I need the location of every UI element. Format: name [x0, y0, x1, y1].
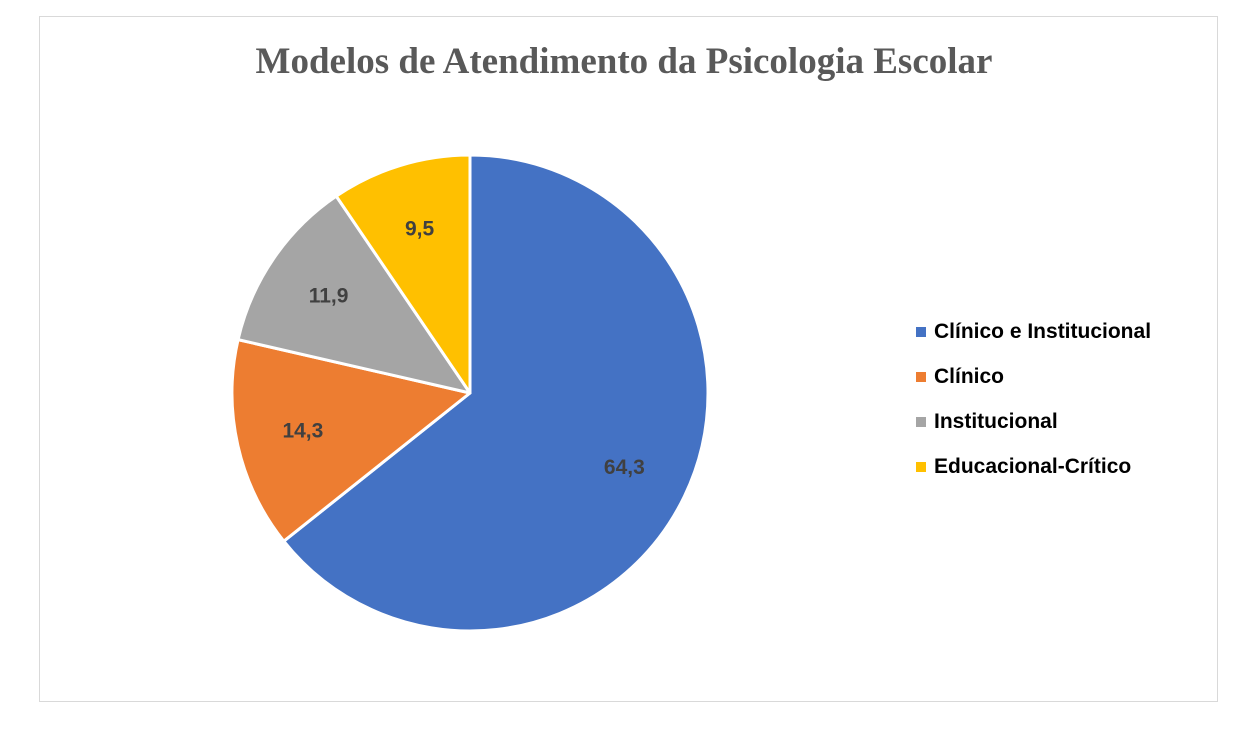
data-label-clinico: 14,3	[282, 419, 323, 442]
legend-item-educacional-critico: Educacional-Crítico	[916, 444, 1151, 489]
pie-data-labels: 64,3 14,3 11,9 9,5	[282, 218, 644, 479]
pie-slice-institucional	[236, 194, 472, 395]
pie-slice-clinico-e-institucional	[282, 153, 710, 633]
data-label-educacional-critico: 9,5	[405, 218, 435, 241]
pie-slice-clinico	[230, 338, 472, 543]
chart-title: Modelos de Atendimento da Psicologia Esc…	[255, 41, 993, 82]
legend-swatch	[916, 326, 926, 337]
legend-swatch	[916, 461, 926, 472]
legend-label: Institucional	[934, 409, 1058, 433]
legend-item-clinico-e-institucional: Clínico e Institucional	[916, 309, 1151, 354]
legend-swatch	[916, 416, 926, 427]
legend-item-clinico: Clínico	[916, 354, 1151, 399]
legend-label: Educacional-Crítico	[934, 454, 1132, 478]
legend-label: Clínico e Institucional	[934, 319, 1152, 343]
data-label-institucional: 11,9	[309, 285, 349, 308]
pie-slices	[230, 153, 710, 633]
legend-label: Clínico	[934, 364, 1005, 388]
chart-legend: Clínico e Institucional Clínico Institucio…	[916, 309, 1151, 489]
legend-swatch	[916, 371, 926, 382]
data-label-clinico-e-institucional: 64,3	[604, 456, 645, 479]
pie-slice-educacional-critico	[334, 153, 472, 395]
legend-item-institucional: Institucional	[916, 399, 1151, 444]
